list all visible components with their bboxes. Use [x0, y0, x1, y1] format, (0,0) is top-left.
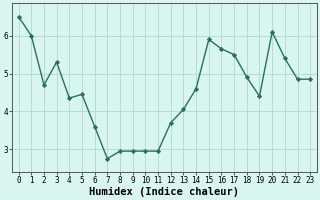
X-axis label: Humidex (Indice chaleur): Humidex (Indice chaleur) [89, 186, 239, 197]
